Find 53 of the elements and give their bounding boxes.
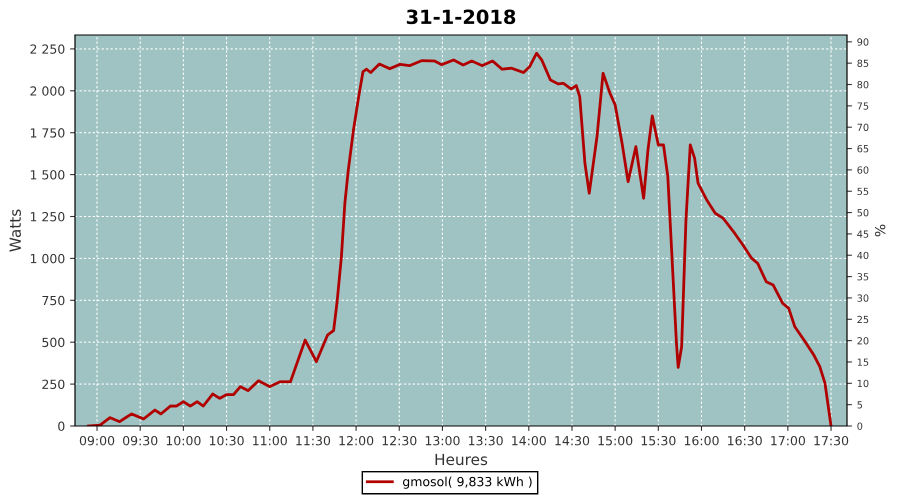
y2-tick-label: 45 [857,230,868,238]
y2-axis-title: % [874,224,886,236]
x-tick-label: 16:30 [728,436,762,446]
y2-tick-label: 10 [858,380,868,388]
y-tick-label: 2 000 [30,86,64,96]
y2-tick-label: 25 [857,316,868,324]
y-tick-label: 750 [42,296,64,306]
y2-tick-label: 75 [858,102,868,110]
y-tick-label: 0 [58,421,64,431]
x-tick-label: 09:30 [123,436,158,446]
y2-tick-label: 60 [857,166,868,174]
y2-tick-label: 5 [857,401,862,408]
legend-label: gmosol( 9,833 kWh ) [403,476,532,489]
x-tick-label: 16:00 [684,436,719,446]
y2-tick-label: 65 [857,145,868,152]
y-tick-label: 2 250 [30,44,64,54]
x-tick-label: 14:30 [555,436,590,446]
y2-tick-label: 70 [858,124,868,132]
x-tick-label: 12:30 [382,436,416,446]
y2-tick-label: 90 [857,38,868,46]
y2-tick-label: 35 [857,273,868,280]
y2-tick-label: 0 [857,422,862,430]
x-tick-label: 11:00 [253,436,287,446]
y-tick-label: 1 000 [30,254,64,264]
x-tick-label: 12:00 [339,436,374,446]
y2-tick-label: 50 [857,209,868,216]
y2-tick-label: 20 [857,337,868,344]
x-tick-label: 10:30 [210,436,244,446]
x-tick-label: 17:30 [814,436,848,446]
y2-tick-label: 40 [857,252,868,260]
y-tick-label: 1 250 [30,212,64,222]
y2-tick-label: 85 [857,60,868,68]
y-tick-label: 1 750 [30,128,64,138]
y-axis-title: Watts [10,210,21,252]
y-tick-label: 250 [42,380,64,390]
x-axis-title: Heures [436,454,488,466]
x-tick-label: 17:00 [771,436,806,446]
y2-tick-label: 55 [857,188,868,196]
x-tick-label: 13:00 [426,436,460,446]
y2-tick-label: 30 [857,294,868,302]
chart-title: 31-1-2018 [406,9,516,24]
y2-tick-label: 80 [857,80,868,88]
x-tick-label: 13:30 [468,436,503,446]
x-tick-label: 09:00 [80,436,114,446]
y-tick-label: 1 500 [30,170,64,180]
y2-tick-label: 15 [858,358,868,366]
x-tick-label: 15:30 [642,436,676,446]
line-series [86,52,832,426]
x-tick-label: 15:00 [598,436,632,446]
x-tick-label: 11:30 [296,436,330,446]
x-tick-label: 10:00 [166,436,201,446]
x-tick-label: 14:00 [512,436,546,446]
y-tick-label: 500 [42,338,64,348]
